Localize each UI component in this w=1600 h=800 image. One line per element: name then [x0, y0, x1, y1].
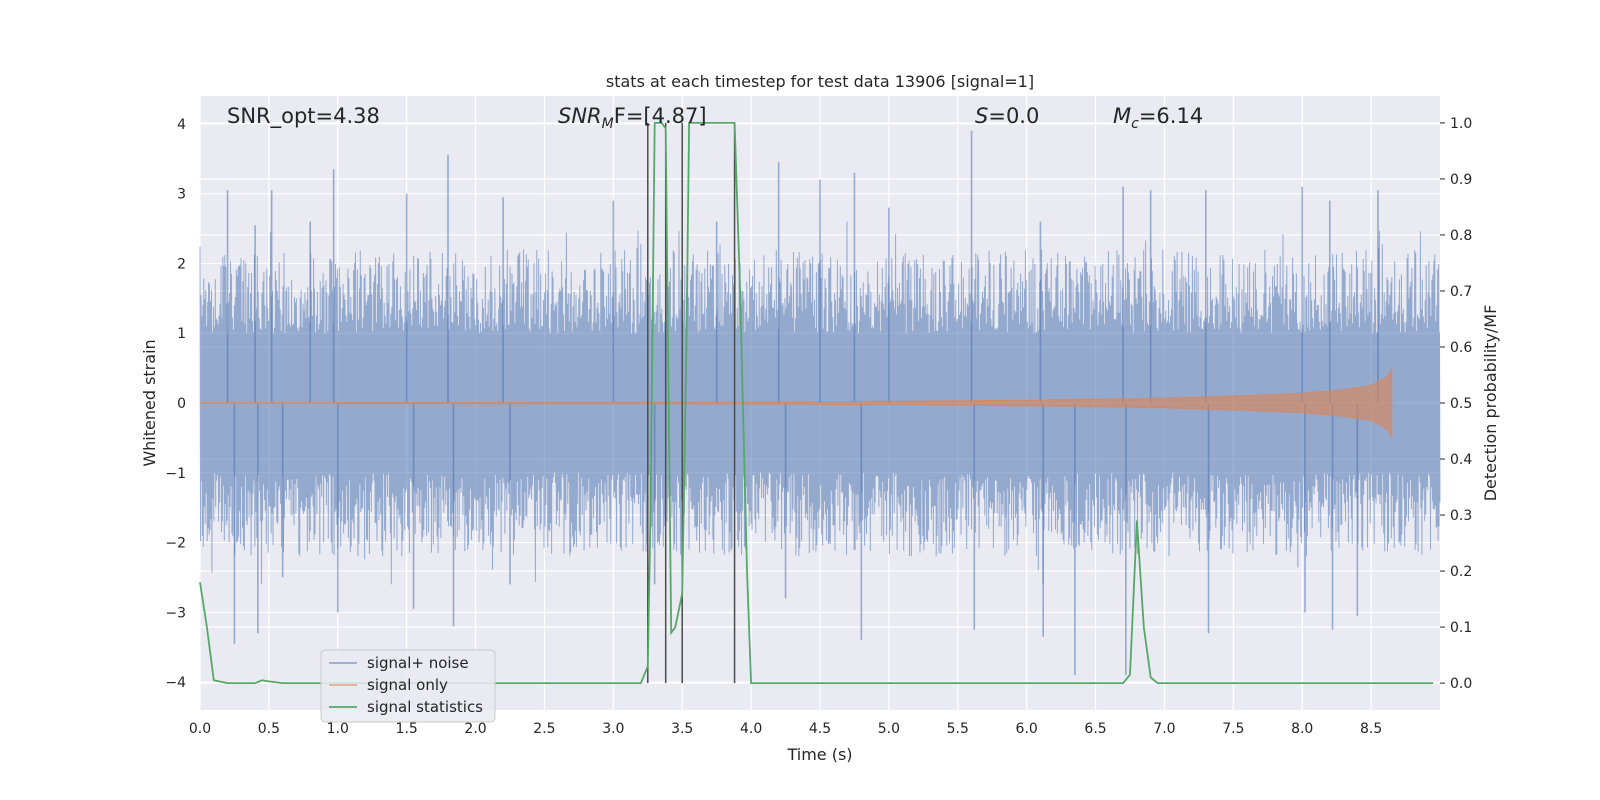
x-tick-label: 7.0 [1153, 721, 1175, 737]
annotation-mc: Mc=6.14 [1113, 104, 1203, 132]
legend-label-signal-only: signal only [367, 676, 448, 694]
y-right-tick-label: 0.1 [1450, 620, 1472, 636]
annotation-mc-main: M [1113, 104, 1131, 128]
x-tick-label: 3.0 [602, 721, 624, 737]
legend: signal+ noise signal only signal statist… [320, 649, 496, 723]
x-tick-label: 0.0 [189, 721, 211, 737]
y-right-tick-label: 0.7 [1450, 284, 1472, 300]
x-tick-label: 4.5 [809, 721, 831, 737]
y-right-tick-label: 1.0 [1450, 116, 1472, 132]
x-tick-label: 5.5 [947, 721, 969, 737]
legend-box [320, 649, 496, 723]
y-right-tick-label: 0.6 [1450, 340, 1472, 356]
annotation-snr-mf-main: SNR [558, 104, 602, 128]
y-right-axis-label: Detection probability/MF [1481, 305, 1500, 502]
y-right-tick-label: 0.9 [1450, 172, 1472, 188]
x-axis-label: Time (s) [786, 745, 852, 764]
y-axis-label: Whitened strain [140, 339, 159, 466]
chart-title: stats at each timestep for test data 139… [606, 72, 1034, 91]
legend-label-signal-noise: signal+ noise [367, 654, 469, 672]
y-tick-label: 0 [177, 396, 186, 412]
x-tick-label: 8.5 [1360, 721, 1382, 737]
y-right-tick-label: 0.0 [1450, 676, 1472, 692]
annotation-s-rest: =0.0 [988, 104, 1039, 128]
y-tick-label: 3 [177, 187, 186, 203]
annotation-s: S=0.0 [975, 104, 1039, 128]
y-tick-label: 2 [177, 256, 186, 272]
x-tick-label: 6.5 [1084, 721, 1106, 737]
x-tick-labels: 0.0 0.5 1.0 1.5 2.0 2.5 3.0 3.5 4.0 4.5 5.0 5.5 6.0 6… [189, 721, 1382, 737]
annotation-mc-rest: =6.14 [1139, 104, 1203, 128]
series-signal-statistics [199, 122, 1434, 684]
annotation-snr-mf: SNRMF=[4.87] [558, 104, 707, 132]
annotation-mc-sub: c [1131, 116, 1139, 132]
y-right-tick-label: 0.2 [1450, 564, 1472, 580]
y-tick-label: 4 [177, 117, 186, 133]
x-tick-label: 5.0 [878, 721, 900, 737]
y-right-tick-label: 0.3 [1450, 508, 1472, 524]
x-tick-label: 1.0 [327, 721, 349, 737]
signal-statistics-line [199, 122, 1434, 684]
annotation-snr-mf-rest: F=[4.87] [614, 104, 707, 128]
series-signal-only [199, 367, 1393, 439]
series-signal-noise [199, 130, 1441, 676]
y-tick-label: −4 [165, 675, 186, 691]
x-tick-label: 6.0 [1016, 721, 1038, 737]
x-tick-label: 2.0 [464, 721, 486, 737]
y-right-tick-label: 0.8 [1450, 228, 1472, 244]
x-tick-label: 7.5 [1222, 721, 1244, 737]
signal-only-line [199, 367, 1393, 439]
y-right-tick-label: 0.4 [1450, 452, 1472, 468]
legend-label-signal-statistics: signal statistics [367, 698, 483, 716]
x-tick-label: 0.5 [258, 721, 280, 737]
x-tick-label: 4.0 [740, 721, 762, 737]
y-tick-label: −3 [165, 605, 186, 621]
annotation-snr-opt: SNR_opt=4.38 [227, 104, 380, 129]
x-tick-label: 1.5 [396, 721, 418, 737]
y-right-tick-label: 0.5 [1450, 396, 1472, 412]
x-tick-label: 8.0 [1291, 721, 1313, 737]
y-right-tick-labels: 1.0 0.9 0.8 0.7 0.6 0.5 0.4 0.3 0.2 0.1 0.0 [1440, 116, 1472, 692]
annotation-snr-mf-sub: M [602, 116, 614, 132]
x-tick-label: 3.5 [671, 721, 693, 737]
y-tick-labels: 4 3 2 1 0 −1 −2 −3 −4 [165, 117, 186, 691]
y-tick-label: −2 [165, 536, 186, 552]
x-tick-label: 2.5 [533, 721, 555, 737]
y-tick-label: 1 [177, 326, 186, 342]
annotation-s-italic: S [975, 104, 988, 128]
y-tick-label: −1 [165, 466, 186, 482]
